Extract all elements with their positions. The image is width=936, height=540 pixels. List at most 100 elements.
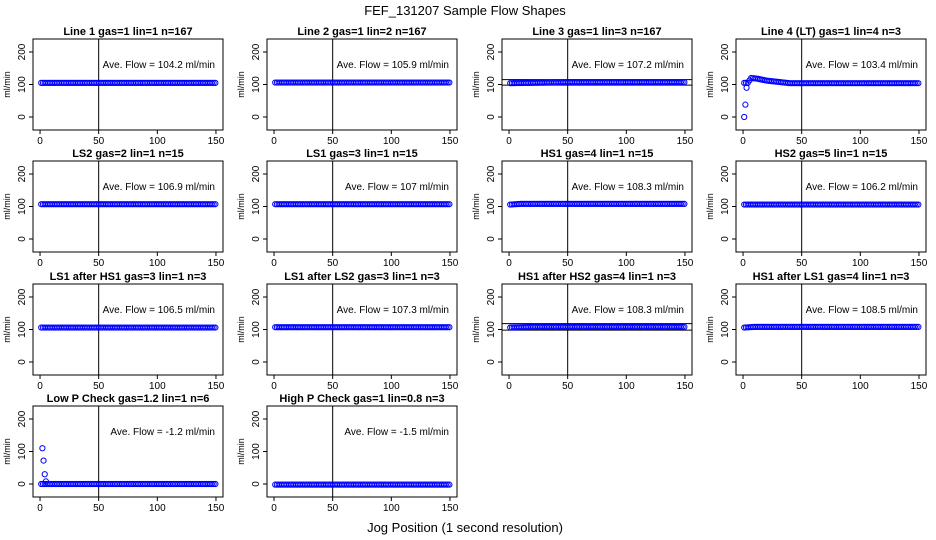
y-tick-label: 0	[720, 359, 731, 365]
data-point	[210, 480, 217, 488]
x-tick-label: 50	[93, 381, 105, 392]
panel-title: HS1 after HS2 gas=4 lin=1 n=3	[518, 271, 676, 283]
x-tick-label: 0	[506, 258, 512, 269]
average-flow-annotation: Ave. Flow = 105.9 ml/min	[337, 60, 449, 71]
y-tick-label: 0	[251, 359, 262, 365]
data-series	[38, 324, 219, 331]
x-tick-label: 0	[271, 136, 277, 147]
x-tick-label: 0	[740, 381, 746, 392]
y-axis-label: ml/min	[705, 193, 715, 220]
average-flow-annotation: Ave. Flow = 107 ml/min	[345, 182, 449, 193]
y-tick-label: 100	[251, 443, 262, 460]
y-tick-label: 200	[486, 43, 497, 60]
panel: HS1 gas=4 lin=1 n=15 0 50 100 150 0 100 200 ml/m…	[471, 148, 694, 269]
y-tick-label: 200	[720, 165, 731, 182]
data-point	[210, 201, 217, 208]
data-series	[507, 200, 688, 208]
data-point	[681, 79, 688, 86]
x-tick-label: 0	[740, 136, 746, 147]
x-tick-label: 100	[383, 381, 400, 392]
data-point	[446, 201, 453, 208]
y-axis-label: ml/min	[471, 71, 481, 98]
data-point	[677, 79, 684, 86]
average-flow-annotation: Ave. Flow = 108.5 ml/min	[806, 305, 918, 316]
panel: Line 4 (LT) gas=1 lin=4 n=3 0 50 100 150 0 100…	[705, 26, 928, 147]
y-axis-label: ml/min	[2, 316, 12, 343]
y-tick-label: 100	[251, 198, 262, 215]
panel: LS1 after LS2 gas=3 lin=1 n=3 0 50 100 150 0 1…	[236, 271, 459, 392]
panel-title: Line 2 gas=1 lin=2 n=167	[297, 26, 426, 38]
average-flow-annotation: Ave. Flow = 106.2 ml/min	[806, 182, 918, 193]
data-point	[208, 201, 215, 208]
x-tick-label: 50	[796, 381, 808, 392]
x-tick-label: 0	[37, 381, 43, 392]
y-axis-label: ml/min	[236, 316, 246, 343]
x-tick-label: 150	[442, 258, 459, 269]
x-tick-label: 0	[506, 136, 512, 147]
data-point	[208, 324, 215, 331]
panel: High P Check gas=1 lin=0.8 n=3 0 50 100 150 0…	[236, 393, 459, 514]
x-tick-label: 0	[37, 136, 43, 147]
x-tick-label: 150	[911, 136, 928, 147]
data-point	[915, 323, 922, 330]
y-tick-label: 0	[486, 359, 497, 365]
panel-title: Line 1 gas=1 lin=1 n=167	[63, 26, 192, 38]
data-series	[272, 201, 453, 208]
y-tick-label: 200	[486, 288, 497, 305]
y-tick-label: 200	[251, 43, 262, 60]
y-axis-label: ml/min	[236, 71, 246, 98]
y-axis-label: ml/min	[471, 193, 481, 220]
panel-title: LS1 gas=3 lin=1 n=15	[306, 148, 418, 160]
y-tick-label: 0	[17, 359, 28, 365]
y-tick-label: 200	[17, 410, 28, 427]
data-point	[212, 480, 219, 488]
figure-title: FEF_131207 Sample Flow Shapes	[364, 3, 566, 18]
panel-title: Line 3 gas=1 lin=3 n=167	[532, 26, 661, 38]
y-tick-label: 200	[720, 288, 731, 305]
x-tick-label: 50	[562, 381, 574, 392]
x-tick-label: 0	[506, 381, 512, 392]
y-tick-label: 200	[486, 165, 497, 182]
y-tick-label: 200	[17, 43, 28, 60]
panel: HS1 after LS1 gas=4 lin=1 n=3 0 50 100 150 0 1…	[705, 271, 928, 392]
data-point	[446, 79, 453, 86]
data-point	[913, 80, 920, 87]
y-tick-label: 100	[251, 321, 262, 338]
x-tick-label: 150	[442, 381, 459, 392]
data-point	[40, 457, 47, 464]
y-axis-label: ml/min	[705, 316, 715, 343]
average-flow-annotation: Ave. Flow = 104.2 ml/min	[103, 60, 215, 71]
x-tick-label: 0	[37, 503, 43, 514]
y-tick-label: 0	[720, 236, 731, 242]
data-series	[741, 74, 922, 121]
data-point	[915, 80, 922, 87]
data-series	[38, 79, 219, 86]
y-tick-label: 200	[17, 288, 28, 305]
data-series	[741, 323, 922, 331]
y-tick-label: 0	[486, 236, 497, 242]
data-point	[442, 79, 449, 86]
x-tick-label: 50	[327, 136, 339, 147]
data-point	[208, 480, 215, 488]
y-tick-label: 0	[251, 236, 262, 242]
x-tick-label: 150	[442, 503, 459, 514]
average-flow-annotation: Ave. Flow = 108.3 ml/min	[572, 182, 684, 193]
y-tick-label: 100	[486, 321, 497, 338]
data-point	[444, 79, 451, 86]
data-point	[442, 324, 449, 331]
x-tick-label: 50	[327, 381, 339, 392]
panel-title: LS2 gas=2 lin=1 n=15	[72, 148, 184, 160]
data-point	[741, 79, 748, 86]
y-axis-label: ml/min	[2, 438, 12, 465]
data-point	[677, 323, 684, 330]
data-series	[507, 323, 688, 331]
data-point	[208, 79, 215, 86]
x-tick-label: 150	[442, 136, 459, 147]
data-point	[743, 84, 750, 91]
y-axis-label: ml/min	[236, 193, 246, 220]
data-point	[442, 201, 449, 208]
x-tick-label: 100	[149, 381, 166, 392]
panel: LS1 after HS1 gas=3 lin=1 n=3 0 50 100 150 0 1…	[2, 271, 225, 392]
y-tick-label: 100	[720, 321, 731, 338]
